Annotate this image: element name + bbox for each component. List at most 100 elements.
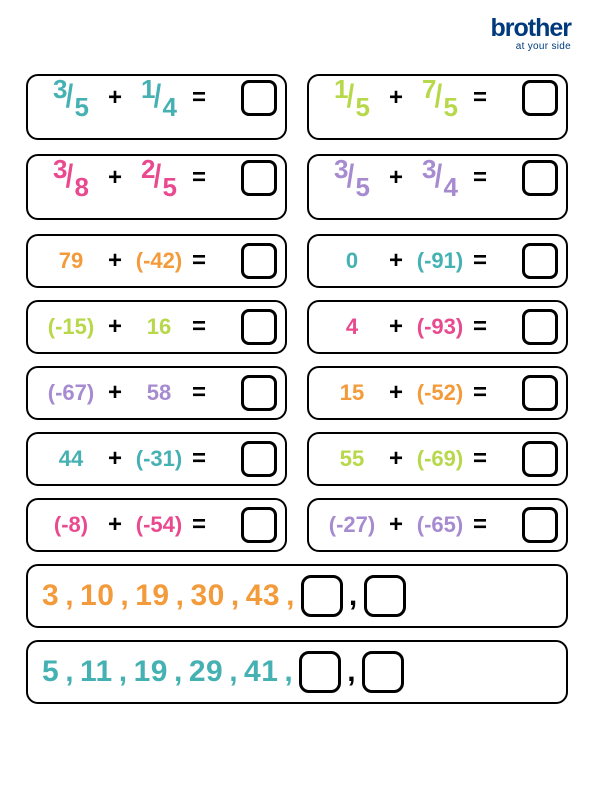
sequence-number: 29 (189, 655, 223, 689)
comma: , (284, 655, 293, 689)
equals-sign: = (473, 379, 487, 407)
fraction-denominator: 4 (444, 174, 458, 200)
equals-sign: = (473, 86, 487, 110)
answer-box[interactable] (299, 651, 341, 693)
fraction-slash: / (154, 160, 162, 192)
fraction: 3/5 (330, 156, 374, 200)
comma: , (229, 655, 238, 689)
equals-sign: = (192, 445, 206, 473)
comma: , (176, 579, 185, 613)
answer-box[interactable] (241, 507, 277, 543)
plus-sign: + (389, 445, 403, 473)
answer-box[interactable] (301, 575, 343, 617)
fraction-denominator: 8 (75, 174, 89, 200)
operand-a: 44 (40, 446, 102, 472)
operand-b: (-69) (409, 446, 471, 472)
fraction-denominator: 5 (163, 174, 177, 200)
answer-box[interactable] (241, 80, 277, 116)
plus-sign: + (108, 313, 122, 341)
problem-cell: (-27)+(-65)= (307, 498, 568, 552)
operand-b: 16 (128, 314, 190, 340)
operand-a: 79 (40, 248, 102, 274)
fraction-slash: / (347, 160, 355, 192)
sequence-number: 19 (134, 655, 168, 689)
operand-b: (-65) (409, 512, 471, 538)
problem-cell: (-8)+(-54)= (26, 498, 287, 552)
answer-box[interactable] (241, 309, 277, 345)
sequence-number: 11 (80, 655, 113, 689)
sequence-number: 41 (244, 655, 278, 689)
problem-cell: 0+(-91)= (307, 234, 568, 288)
answer-box[interactable] (522, 507, 558, 543)
fraction-denominator: 5 (356, 94, 370, 120)
plus-sign: + (108, 445, 122, 473)
comma: , (286, 579, 295, 613)
problem-cell: 15+(-52)= (307, 366, 568, 420)
answer-box[interactable] (522, 160, 558, 196)
fraction: 2/5 (137, 156, 181, 200)
problem-cell: 55+(-69)= (307, 432, 568, 486)
answer-box[interactable] (241, 243, 277, 279)
logo-text: brother (491, 14, 572, 43)
answer-box[interactable] (522, 375, 558, 411)
equals-sign: = (473, 166, 487, 190)
fraction-denominator: 5 (75, 94, 89, 120)
brand-logo: brother at your side (491, 14, 572, 52)
equals-sign: = (192, 313, 206, 341)
answer-box[interactable] (241, 441, 277, 477)
answer-box[interactable] (241, 375, 277, 411)
fraction-slash: / (435, 160, 443, 192)
answer-box[interactable] (522, 441, 558, 477)
fraction-denominator: 5 (356, 174, 370, 200)
comma: , (120, 579, 129, 613)
operand-b: (-31) (128, 446, 190, 472)
operand-b: (-91) (409, 248, 471, 274)
answer-box[interactable] (364, 575, 406, 617)
equals-sign: = (192, 86, 206, 110)
problem-cell: 1/5+7/5= (307, 74, 568, 140)
plus-sign: + (108, 511, 122, 539)
operand-a: 4 (321, 314, 383, 340)
sequence-number: 10 (80, 579, 114, 613)
plus-sign: + (108, 247, 122, 275)
operand-a: 15 (321, 380, 383, 406)
plus-sign: + (108, 86, 122, 110)
fraction-denominator: 4 (163, 94, 177, 120)
answer-box[interactable] (362, 651, 404, 693)
equals-sign: = (473, 313, 487, 341)
equals-sign: = (473, 247, 487, 275)
comma: , (65, 655, 74, 689)
operand-b: (-52) (409, 380, 471, 406)
operand-b: (-93) (409, 314, 471, 340)
equals-sign: = (473, 511, 487, 539)
sequence-number: 30 (190, 579, 224, 613)
problem-cell: 3/5 +1/4 = (26, 74, 287, 140)
answer-box[interactable] (522, 243, 558, 279)
plus-sign: + (108, 166, 122, 190)
plus-sign: + (389, 379, 403, 407)
answer-box[interactable] (241, 160, 277, 196)
comma: , (349, 579, 358, 613)
answer-box[interactable] (522, 80, 558, 116)
problem-cell: 4+(-93)= (307, 300, 568, 354)
sequence-cell: 3,10,19,30,43,, (26, 564, 568, 628)
comma: , (174, 655, 183, 689)
fraction: 1/4 (137, 76, 181, 120)
fraction-slash: / (66, 160, 74, 192)
comma: , (347, 655, 356, 689)
problem-cell: (-67)+58= (26, 366, 287, 420)
equals-sign: = (192, 379, 206, 407)
operand-a: 0 (321, 248, 383, 274)
operand-a: (-27) (321, 512, 383, 538)
problem-cell: (-15)+16= (26, 300, 287, 354)
comma: , (231, 579, 240, 613)
equals-sign: = (192, 166, 206, 190)
sequence-number: 19 (135, 579, 169, 613)
sequence-number: 3 (42, 579, 59, 613)
problem-cell: 79+(-42)= (26, 234, 287, 288)
answer-box[interactable] (522, 309, 558, 345)
equals-sign: = (473, 445, 487, 473)
plus-sign: + (108, 379, 122, 407)
fraction: 7/5 (418, 76, 462, 120)
fraction: 3/5 (49, 76, 93, 120)
